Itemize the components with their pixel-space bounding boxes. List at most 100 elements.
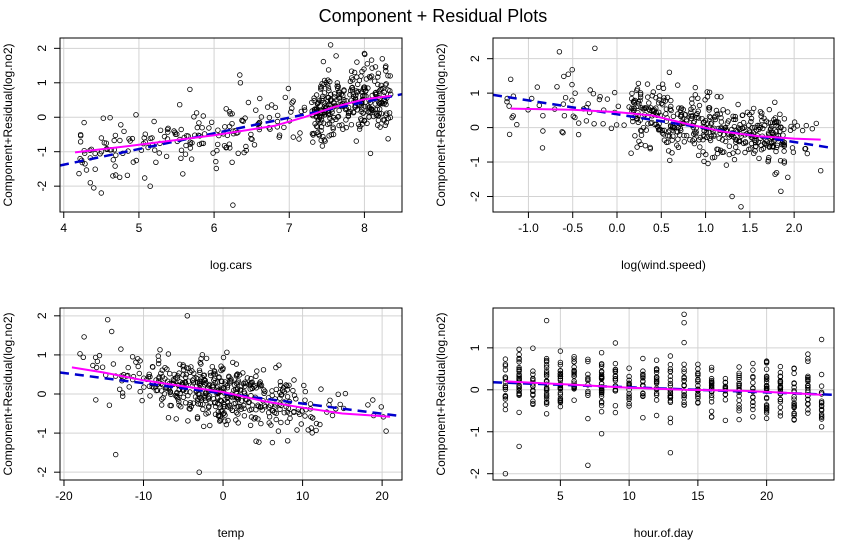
data-point	[301, 104, 308, 111]
data-point	[635, 98, 641, 105]
data-point	[689, 100, 695, 106]
data-point	[600, 121, 606, 127]
data-point	[188, 403, 194, 410]
data-point	[93, 364, 100, 371]
data-point	[626, 396, 632, 402]
data-point	[791, 403, 797, 409]
data-point	[182, 151, 189, 157]
data-point	[763, 373, 770, 379]
data-point	[718, 115, 724, 121]
data-point	[598, 402, 605, 409]
smooth-fit-line	[510, 107, 821, 141]
data-point	[379, 56, 385, 62]
data-point	[220, 384, 227, 391]
data-point	[502, 471, 509, 477]
data-point	[341, 87, 347, 93]
data-point	[238, 404, 244, 410]
x-axis: 5 10 15 20 hour.of.day	[557, 480, 774, 540]
data-point	[174, 375, 181, 381]
data-point	[321, 77, 328, 84]
data-point	[226, 108, 233, 115]
data-point	[733, 137, 739, 143]
data-point	[83, 167, 90, 173]
x-tick-label: 2.0	[786, 221, 803, 235]
data-point	[585, 101, 591, 107]
data-point	[763, 366, 770, 372]
data-point	[365, 105, 371, 111]
data-point	[200, 379, 206, 385]
data-point	[701, 119, 707, 125]
data-point	[336, 89, 342, 95]
data-point	[722, 417, 729, 424]
data-point	[284, 383, 290, 389]
data-point	[612, 377, 619, 384]
x-tick-label: 1.0	[697, 221, 714, 235]
data-point	[336, 95, 342, 101]
data-point	[257, 95, 263, 102]
data-point	[681, 377, 687, 384]
data-point	[372, 78, 378, 84]
data-point	[240, 370, 246, 376]
data-point	[752, 143, 759, 150]
data-point	[585, 415, 591, 422]
data-point	[194, 124, 200, 131]
data-point	[502, 363, 509, 369]
data-point	[325, 82, 331, 88]
grid	[493, 38, 834, 212]
data-point	[273, 416, 279, 423]
data-point	[557, 390, 564, 396]
data-point	[668, 97, 674, 104]
data-point	[731, 156, 738, 163]
data-point	[748, 146, 754, 152]
data-point	[813, 120, 819, 127]
data-point	[777, 413, 784, 419]
data-point	[325, 67, 332, 73]
data-point	[354, 107, 360, 113]
data-point	[215, 127, 221, 133]
data-point	[340, 92, 346, 99]
data-point	[741, 124, 748, 131]
data-point	[329, 412, 336, 419]
data-point	[299, 408, 305, 414]
data-point	[237, 72, 243, 78]
data-point	[370, 113, 377, 120]
data-point	[316, 132, 323, 139]
data-point	[277, 379, 283, 385]
y-tick-label: 1	[35, 351, 49, 358]
data-point	[213, 158, 219, 165]
data-point	[296, 136, 302, 142]
data-point	[504, 98, 510, 105]
data-point	[722, 379, 729, 386]
data-point	[315, 99, 322, 105]
data-point	[736, 405, 742, 411]
data-point	[726, 143, 733, 149]
data-point	[272, 104, 278, 111]
data-point	[276, 362, 282, 368]
data-point	[805, 351, 811, 357]
data-point	[240, 402, 247, 409]
data-point	[327, 42, 334, 48]
data-point	[281, 410, 287, 416]
data-point	[366, 114, 372, 120]
y-tick-label: 2	[35, 45, 49, 52]
data-point	[694, 110, 700, 117]
y-tick-label: -2	[468, 191, 482, 202]
data-point	[200, 140, 207, 147]
data-point	[223, 421, 230, 428]
data-point	[572, 114, 578, 121]
data-point	[214, 147, 220, 154]
data-point	[778, 125, 784, 131]
data-point	[667, 368, 674, 375]
data-point	[803, 122, 809, 129]
data-point	[129, 354, 136, 360]
data-point	[228, 378, 235, 384]
data-point	[791, 416, 797, 422]
data-point	[199, 140, 205, 146]
data-point	[290, 98, 296, 104]
data-point	[231, 387, 237, 393]
data-point	[530, 368, 536, 374]
x-tick-label: 5	[136, 221, 143, 235]
data-point	[569, 97, 575, 103]
data-point	[298, 421, 304, 427]
data-point	[158, 388, 165, 394]
